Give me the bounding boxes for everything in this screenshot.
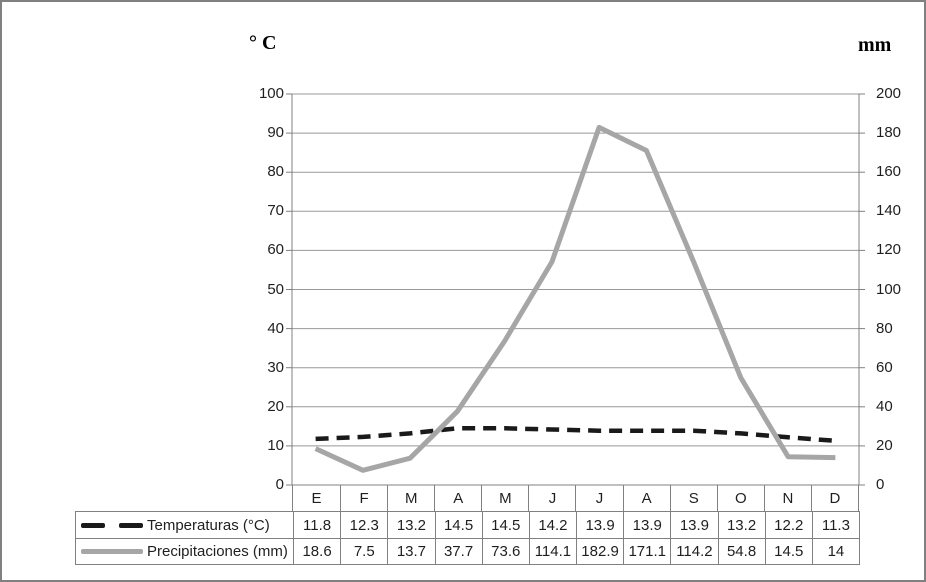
left-axis-tick-label: 20 — [267, 397, 284, 415]
data-table: Temperaturas (°C) 11.8 12.3 13.2 14.5 14.5 14.… — [75, 511, 860, 565]
value-cell: 114.2 — [670, 538, 718, 564]
value-cell: 18.6 — [293, 538, 341, 564]
solid-line-icon — [81, 549, 143, 555]
left-axis-tick-label: 80 — [267, 163, 284, 181]
left-axis-tick-label: 0 — [275, 476, 284, 493]
left-axis-tick-label: 50 — [267, 280, 284, 298]
dashed-line-icon — [81, 522, 143, 528]
value-cell: 14.2 — [528, 512, 576, 538]
month-cell: M — [481, 485, 528, 511]
legend-label: Precipitaciones (mm) — [147, 543, 288, 560]
month-cell: D — [810, 485, 858, 511]
right-axis-tick-label: 60 — [876, 358, 893, 376]
month-cell: J — [575, 485, 622, 511]
value-cell: 11.3 — [811, 512, 859, 538]
left-axis-tick-label: 100 — [258, 85, 284, 102]
month-cell: M — [387, 485, 434, 511]
right-axis-tick-label: 20 — [876, 436, 893, 454]
value-cell: 13.2 — [387, 512, 434, 538]
left-axis-tick-label: 30 — [267, 358, 284, 376]
value-cell: 11.8 — [293, 512, 340, 538]
right-axis-tick-label: 80 — [876, 319, 893, 337]
left-axis-title: ° C — [249, 32, 277, 54]
value-cell: 13.9 — [623, 512, 670, 538]
right-axis-tick-label: 0 — [876, 476, 885, 493]
legend-cell: Precipitaciones (mm) — [76, 538, 293, 564]
value-cell: 13.9 — [576, 512, 623, 538]
left-axis-tick-label: 70 — [267, 202, 284, 220]
month-cell: N — [763, 485, 811, 511]
value-cell: 171.1 — [623, 538, 671, 564]
right-axis-tick-label: 200 — [876, 85, 902, 102]
value-cell: 7.5 — [340, 538, 388, 564]
value-cell: 14.5 — [481, 512, 529, 538]
right-axis-tick-label: 140 — [876, 202, 902, 220]
month-cell: O — [716, 485, 764, 511]
right-axis-tick-label: 100 — [876, 280, 902, 298]
month-cell: F — [340, 485, 387, 511]
month-cell: E — [311, 489, 322, 507]
legend-cell: Temperaturas (°C) — [76, 512, 293, 538]
value-cell: 14.5 — [764, 538, 812, 564]
value-cell: 54.8 — [717, 538, 765, 564]
value-cell: 73.6 — [481, 538, 529, 564]
right-axis-title: mm — [858, 34, 892, 56]
value-cell: 13.9 — [670, 512, 717, 538]
right-axis-tick-label: 120 — [876, 241, 902, 259]
value-cell: 13.2 — [717, 512, 765, 538]
series-line-1 — [314, 124, 836, 473]
month-cell: S — [669, 485, 717, 511]
left-axis-tick-label: 60 — [267, 241, 284, 259]
value-cell: 14 — [811, 538, 859, 564]
value-cell: 12.2 — [764, 512, 812, 538]
value-cell: 37.7 — [434, 538, 482, 564]
legend-label: Temperaturas (°C) — [147, 516, 270, 534]
value-cell: 13.7 — [387, 538, 435, 564]
right-axis-tick-label: 160 — [876, 163, 902, 181]
value-cell: 12.3 — [340, 512, 387, 538]
month-cell: A — [622, 485, 670, 511]
value-cell: 14.5 — [434, 512, 482, 538]
month-cell: J — [528, 485, 575, 511]
left-axis-tick-label: 10 — [267, 436, 284, 454]
left-axis-tick-label: 40 — [267, 319, 284, 337]
left-axis-tick-label: 90 — [267, 124, 284, 142]
month-cell: A — [434, 485, 481, 511]
right-axis-tick-label: 40 — [876, 397, 893, 415]
right-axis-tick-label: 180 — [876, 124, 902, 142]
value-cell: 114.1 — [528, 538, 576, 564]
value-cell: 182.9 — [576, 538, 624, 564]
series-line-0 — [315, 426, 836, 444]
